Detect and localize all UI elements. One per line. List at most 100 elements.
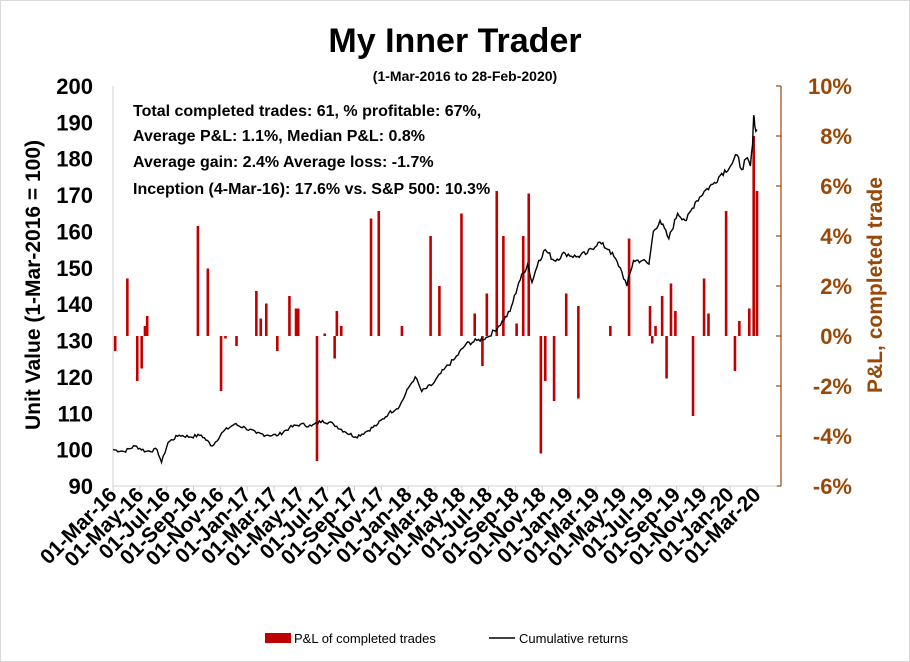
right-tick-label: 4% xyxy=(820,224,852,249)
pnl-bar xyxy=(369,218,373,336)
pnl-bar xyxy=(543,336,547,381)
legend-bar-label: P&L of completed trades xyxy=(294,631,436,646)
pnl-bar xyxy=(738,321,741,336)
right-tick-label: 0% xyxy=(820,324,852,349)
pnl-bar xyxy=(674,311,677,336)
pnl-bar xyxy=(752,136,755,336)
stat-line: Inception (4-Mar-16): 17.6% vs. S&P 500:… xyxy=(133,181,490,198)
left-tick-label: 190 xyxy=(56,110,93,135)
pnl-bar xyxy=(702,278,706,336)
pnl-bar xyxy=(609,326,612,336)
left-tick-label: 150 xyxy=(56,256,93,281)
pnl-bar xyxy=(255,291,258,336)
pnl-bar xyxy=(485,293,489,336)
pnl-bar xyxy=(288,296,291,336)
left-tick-label: 90 xyxy=(69,474,93,499)
pnl-bar xyxy=(650,336,654,344)
pnl-bar xyxy=(276,336,279,351)
stats-box: Total completed trades: 61, % profitable… xyxy=(133,103,490,198)
pnl-bar xyxy=(755,191,759,336)
pnl-bar xyxy=(429,236,432,336)
pnl-bar xyxy=(665,336,668,379)
right-tick-label: -4% xyxy=(813,424,852,449)
pnl-bar xyxy=(339,326,343,336)
pnl-bar xyxy=(747,308,751,336)
pnl-bar xyxy=(264,303,268,336)
pnl-bar xyxy=(126,278,129,336)
pnl-bar xyxy=(527,193,531,336)
chart-subtitle: (1-Mar-2016 to 28-Feb-2020) xyxy=(373,68,557,84)
right-tick-label: 2% xyxy=(820,274,852,299)
right-tick-label: 8% xyxy=(820,124,852,149)
pnl-bar xyxy=(323,333,327,336)
pnl-bar xyxy=(460,213,463,336)
left-tick-label: 110 xyxy=(58,401,94,426)
pnl-bar xyxy=(140,336,143,369)
left-tick-label: 160 xyxy=(56,219,93,244)
pnl-bar xyxy=(691,336,695,416)
right-tick-label: 6% xyxy=(820,174,852,199)
cumulative-returns-line xyxy=(112,114,758,465)
legend: P&L of completed trades Cumulative retur… xyxy=(265,631,629,646)
stat-line: Total completed trades: 61, % profitable… xyxy=(133,103,481,120)
pnl-bar xyxy=(733,336,737,371)
left-axis-label: Unit Value (1-Mar-2016 = 100) xyxy=(22,140,45,430)
pnl-bar xyxy=(577,336,580,399)
right-axis-label: P&L, completed trade xyxy=(864,177,887,393)
right-tick-label: -2% xyxy=(813,374,852,399)
pnl-bar xyxy=(473,313,476,336)
pnl-bar xyxy=(196,226,200,336)
pnl-bar xyxy=(315,336,319,461)
pnl-bar xyxy=(724,211,728,336)
pnl-bar xyxy=(481,336,484,366)
pnl-bar xyxy=(648,306,652,336)
left-tick-label: 200 xyxy=(56,74,93,99)
pnl-bar xyxy=(539,336,543,454)
pnl-bar xyxy=(113,336,117,351)
pnl-bar xyxy=(577,306,580,336)
pnl-bar xyxy=(259,318,263,336)
left-tick-label: 180 xyxy=(56,147,93,172)
left-tick-label: 170 xyxy=(56,183,93,208)
pnl-bar xyxy=(145,316,149,336)
pnl-bar xyxy=(377,211,381,336)
pnl-bar xyxy=(333,336,336,359)
pnl-bar xyxy=(669,283,673,336)
right-tick-label: -6% xyxy=(813,474,852,499)
x-axis-ticks: 01-Mar-1601-May-1601-Jul-1601-Sep-1601-N… xyxy=(36,483,766,571)
legend-line-label: Cumulative returns xyxy=(519,631,629,646)
pnl-bar xyxy=(495,191,499,336)
pnl-bar xyxy=(224,336,227,339)
stat-line: Average gain: 2.4% Average loss: -1.7% xyxy=(133,154,434,171)
pnl-bar xyxy=(219,336,223,391)
pnl-bar xyxy=(564,293,568,336)
axes xyxy=(112,86,782,487)
pnl-bar xyxy=(515,323,518,336)
right-tick-label: 10% xyxy=(808,74,852,99)
pnl-bars xyxy=(113,136,759,461)
pnl-bar xyxy=(400,326,404,336)
pnl-bar xyxy=(654,326,657,336)
pnl-bar xyxy=(235,336,238,346)
pnl-bar xyxy=(206,268,210,336)
pnl-bar xyxy=(502,236,505,336)
pnl-bar xyxy=(438,286,441,336)
pnl-bar xyxy=(143,326,147,336)
left-tick-label: 100 xyxy=(56,438,93,463)
pnl-bar xyxy=(521,236,525,336)
pnl-bar xyxy=(707,313,710,336)
pnl-bar xyxy=(627,238,631,336)
pnl-bar xyxy=(294,308,298,336)
left-tick-label: 140 xyxy=(56,292,93,317)
pnl-bar xyxy=(660,296,664,336)
right-axis-ticks: -6% -4% -2% 0% 2% 4% 6% 8% 10% xyxy=(776,74,852,499)
left-tick-label: 130 xyxy=(56,329,93,354)
pnl-bar xyxy=(335,311,339,336)
pnl-bar xyxy=(552,336,556,401)
pnl-bar xyxy=(135,336,139,381)
chart-title: My Inner Trader xyxy=(328,22,581,60)
pnl-bar xyxy=(296,308,300,336)
stat-line: Average P&L: 1.1%, Median P&L: 0.8% xyxy=(133,128,425,145)
legend-bar-swatch xyxy=(265,633,291,643)
